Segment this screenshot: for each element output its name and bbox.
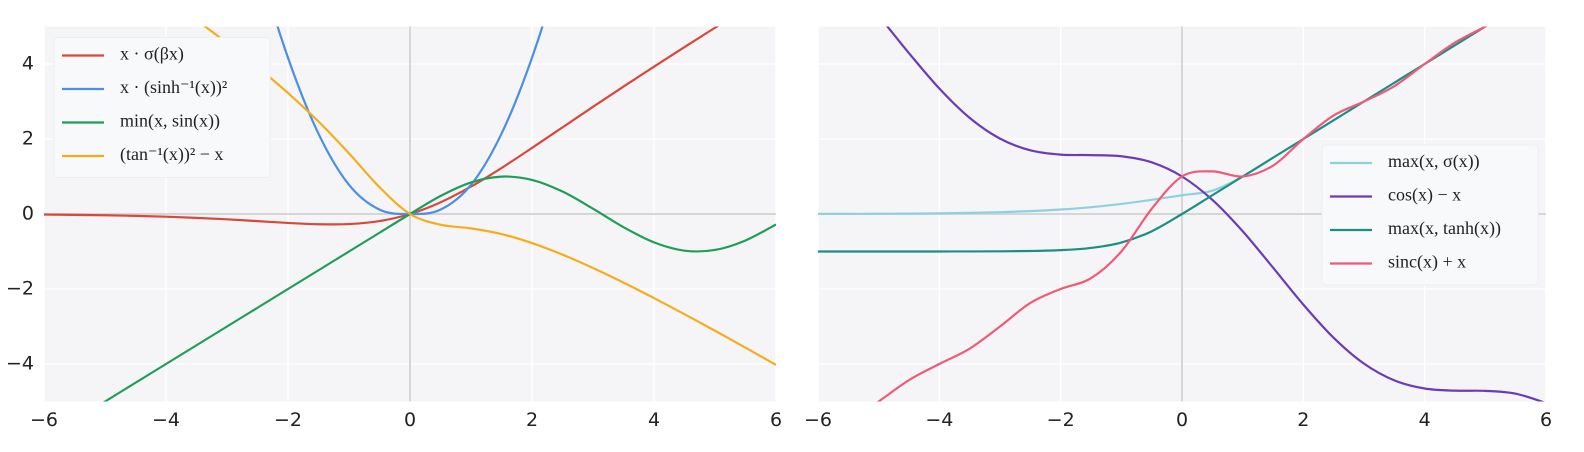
- y-tick-label: −2: [6, 278, 34, 300]
- x-tick-label: 6: [770, 409, 782, 431]
- x-tick-label: −6: [30, 409, 58, 431]
- x-tick-label: −2: [274, 409, 302, 431]
- plot: −6 −4 −2 0 2 4 6 max(x, σ(x)) cos(x) − x max(x, t…: [804, 26, 1552, 431]
- legend: x · σ(βx) x · (sinh⁻¹(x))² min(x, sin(x)) (…: [53, 37, 271, 178]
- x-tick-label: −2: [1047, 409, 1075, 431]
- x-tick-label: 4: [648, 409, 660, 431]
- legend-label: max(x, tanh(x)): [1388, 218, 1501, 239]
- x-tick-label: −4: [152, 409, 180, 431]
- legend-label: x · σ(βx): [120, 44, 184, 65]
- series-line: [203, 26, 776, 366]
- lines: [44, 26, 776, 402]
- x-tick-label: 6: [1540, 409, 1552, 431]
- legend-label: min(x, sin(x)): [120, 111, 220, 132]
- legend-label: cos(x) − x: [1388, 185, 1461, 206]
- lines: [818, 26, 1545, 402]
- legend-label: (tan⁻¹(x))² − x: [120, 144, 223, 165]
- x-tick-label: −4: [925, 409, 953, 431]
- series-line: [876, 26, 1488, 402]
- x-tick-label: 2: [526, 409, 538, 431]
- y-tick-label: 0: [22, 203, 34, 225]
- legend-box: [53, 37, 271, 178]
- x-tick-label: 4: [1419, 409, 1431, 431]
- legend-label: x · (sinh⁻¹(x))²: [120, 77, 227, 98]
- legend-label: max(x, σ(x)): [1388, 151, 1480, 172]
- x-tick-label: 0: [1176, 409, 1188, 431]
- legend-label: sinc(x) + x: [1388, 252, 1466, 273]
- y-tick-label: 4: [22, 53, 34, 75]
- x-tick-label: 2: [1297, 409, 1309, 431]
- legend-box: [1321, 144, 1539, 286]
- legend: max(x, σ(x)) cos(x) − x max(x, tanh(x)) sin…: [1321, 144, 1539, 286]
- y-tick-label: 2: [22, 128, 34, 150]
- x-tick-label: −6: [804, 409, 832, 431]
- y-tick-label: −4: [6, 353, 34, 375]
- plot: −6 −4 −2 0 2 4 6 −4 −2 0 2 4 x · σ(βx) x · (sinh⁻¹(x)…: [6, 26, 782, 431]
- x-tick-label: 0: [404, 409, 416, 431]
